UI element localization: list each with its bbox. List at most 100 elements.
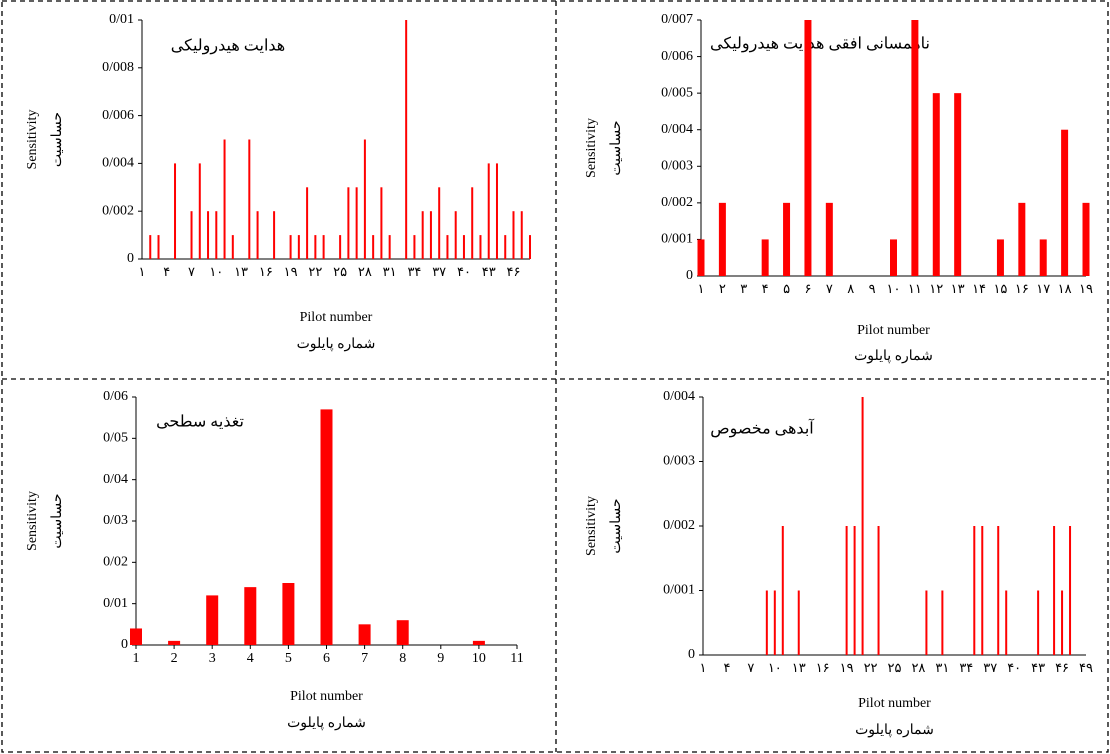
- y-tick-label: 0/02: [103, 555, 128, 570]
- bar: [471, 187, 474, 259]
- x-tick-label: ۲۵: [333, 264, 347, 279]
- bar: [413, 235, 416, 259]
- y-tick-label: 0: [688, 647, 695, 662]
- bar: [783, 202, 791, 276]
- bar: [248, 139, 251, 259]
- bar: [954, 93, 962, 277]
- bar: [520, 211, 523, 259]
- bar: [306, 187, 309, 259]
- bar: [495, 163, 498, 259]
- x-tick-label: ۱۹: [284, 264, 298, 279]
- x-tick-label: ۱۰: [887, 281, 901, 296]
- x-tick-label: ۴۳: [1031, 660, 1045, 675]
- x-tick-label: 3: [209, 651, 216, 666]
- bar: [320, 409, 333, 645]
- y-tick-label: 0: [127, 251, 134, 266]
- bar: [797, 590, 800, 655]
- x-tick-label: 8: [399, 651, 406, 666]
- bar: [363, 139, 366, 259]
- bar: [339, 235, 342, 259]
- x-tick-label: ۴۳: [482, 264, 496, 279]
- bar: [244, 587, 257, 645]
- bar: [231, 235, 234, 259]
- y-tick-label: 0/003: [663, 454, 695, 469]
- bar: [223, 139, 226, 259]
- bar: [358, 624, 371, 645]
- bar: [1082, 202, 1090, 276]
- x-tick-label: ۳۷: [983, 660, 997, 675]
- x-tick-label: ۸: [847, 281, 854, 296]
- x-tick-label: ۱۴: [972, 281, 986, 296]
- bar: [981, 526, 984, 655]
- x-tick-label: ۱۹: [1079, 281, 1093, 296]
- bar: [529, 235, 531, 259]
- y-tick-label: 0/04: [103, 472, 128, 487]
- bar: [380, 187, 383, 259]
- bar: [1018, 202, 1026, 276]
- x-tick-label: ۴۹: [1079, 660, 1093, 675]
- x-tick-label: ۹: [869, 281, 876, 296]
- bar: [130, 628, 142, 645]
- bar: [429, 211, 432, 259]
- bar: [853, 526, 856, 655]
- bar: [925, 590, 928, 655]
- bar: [157, 235, 160, 259]
- bar: [421, 211, 424, 259]
- bar: [911, 20, 919, 276]
- x-tick-label: ۱۶: [816, 660, 830, 675]
- chart-title: تغذیه سطحی: [156, 414, 244, 431]
- chart-title: آبدهی مخصوص: [710, 418, 815, 438]
- bar: [256, 211, 259, 259]
- bar: [718, 202, 726, 276]
- x-tick-label: ۱۹: [840, 660, 854, 675]
- bar: [198, 163, 201, 259]
- bar: [297, 235, 300, 259]
- x-tick-label: ۲۵: [888, 660, 902, 675]
- x-tick-label: ۱۲: [929, 281, 943, 296]
- y-tick-label: 0/002: [661, 195, 693, 210]
- bar: [479, 235, 482, 259]
- bar: [446, 235, 449, 259]
- bar: [347, 187, 350, 259]
- bar: [396, 620, 409, 645]
- bar: [1053, 526, 1056, 655]
- x-tick-label: ۲۸: [911, 660, 925, 675]
- x-tick-label: 2: [171, 651, 178, 666]
- y-tick-label: 0/06: [103, 389, 128, 404]
- x-tick-label: ۴: [762, 281, 769, 296]
- y-tick-label: 0/004: [661, 122, 693, 137]
- x-tick-label: ۷: [188, 264, 195, 279]
- x-axis-title: شماره پایلوت: [855, 723, 934, 738]
- bar: [781, 526, 784, 655]
- x-tick-label: 11: [510, 651, 523, 666]
- bar: [405, 20, 408, 259]
- x-tick-label: ۳: [740, 281, 747, 296]
- x-tick-label: ۱۳: [234, 264, 248, 279]
- x-tick-label: ۴۰: [1007, 660, 1021, 675]
- bar: [273, 211, 276, 259]
- bar: [1037, 590, 1040, 655]
- x-tick-label: ۴۶: [507, 264, 521, 279]
- bar: [845, 526, 848, 655]
- y-tick-label: 0/003: [661, 159, 693, 174]
- y-axis-title: حساسیت: [609, 120, 624, 175]
- bar: [372, 235, 375, 259]
- y-axis-title: Sensitivity: [25, 491, 40, 551]
- bar: [973, 526, 976, 655]
- x-tick-label: ۷: [747, 660, 754, 675]
- x-tick-label: ۱۸: [1058, 281, 1072, 296]
- bar: [890, 239, 897, 276]
- x-tick-label: 4: [247, 651, 254, 666]
- bar: [765, 590, 768, 655]
- y-axis-title: Sensitivity: [584, 496, 599, 556]
- x-tick-label: ۱۳: [792, 660, 806, 675]
- x-tick-label: ۱۳: [951, 281, 965, 296]
- bar: [215, 211, 218, 259]
- x-tick-label: ۲۲: [308, 264, 322, 279]
- x-tick-label: ۳۴: [407, 264, 421, 279]
- y-axis-title: حساسیت: [50, 112, 65, 167]
- x-tick-label: ۲۲: [864, 660, 878, 675]
- x-tick-label: ۵: [783, 281, 790, 296]
